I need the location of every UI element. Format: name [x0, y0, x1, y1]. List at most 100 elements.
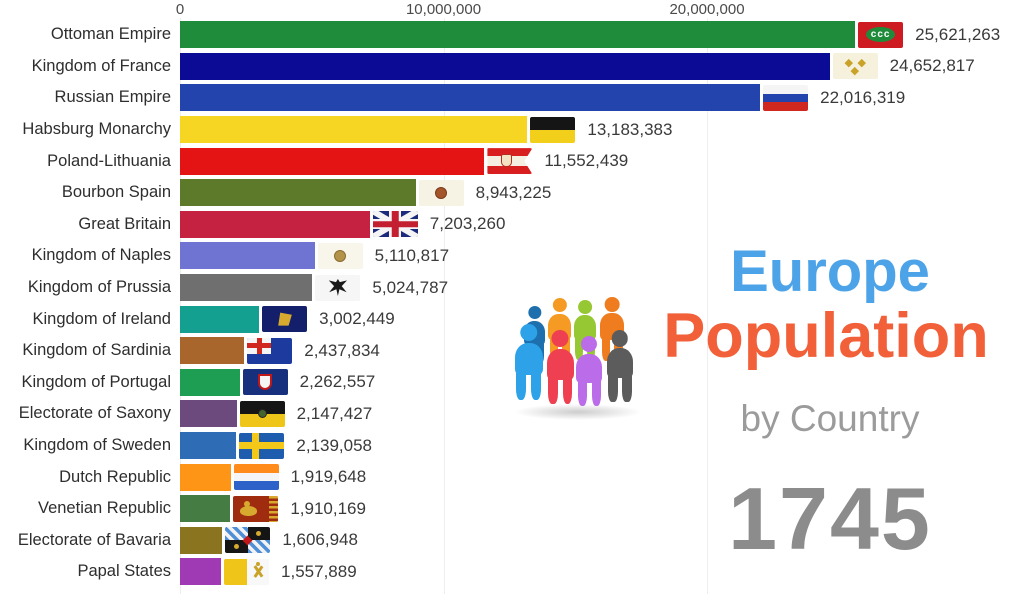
country-label: Poland-Lithuania — [47, 151, 171, 170]
bar-row: Kingdom of Sardinia 2,437,834 — [0, 335, 1024, 367]
bar-track: 13,183,383 — [180, 116, 1024, 144]
gold-harp-emblem — [278, 312, 292, 326]
flag-stripes — [530, 116, 576, 143]
tail-stripes — [269, 495, 279, 522]
value-label: 3,002,449 — [319, 309, 395, 329]
population-bar — [180, 52, 830, 80]
value-label: 2,147,427 — [296, 403, 373, 423]
country-label: Kingdom of France — [31, 56, 171, 75]
population-bar — [180, 337, 245, 365]
bar-row: Kingdom of Prussia 5,024,787 — [0, 272, 1024, 304]
flag-kingdom-of-prussia — [315, 274, 361, 301]
country-label: Kingdom of Naples — [31, 246, 171, 265]
country-label: Electorate of Saxony — [18, 404, 171, 423]
axis-gridline — [443, 18, 445, 594]
bar-track: 24,652,817 — [180, 52, 1024, 80]
country-label: Great Britain — [78, 214, 171, 233]
flag-stripe — [224, 558, 247, 585]
bar-track: 8,943,225 — [180, 179, 1024, 207]
flag-kingdom-of-france — [832, 53, 878, 80]
bar-row: Ottoman Empire ccc 25,621,263 — [0, 19, 1024, 51]
black-eagle-emblem — [328, 279, 348, 297]
flag-stripe — [233, 464, 279, 473]
bar-row: Russian Empire 22,016,319 — [0, 82, 1024, 114]
population-bar — [180, 147, 485, 175]
shield-emblem — [258, 374, 273, 391]
country-label: Kingdom of Sweden — [23, 436, 171, 455]
flag-dutch-republic — [233, 464, 279, 491]
population-bar — [180, 84, 761, 112]
axis-tick-label: 10,000,000 — [405, 1, 482, 18]
population-bar — [180, 368, 240, 396]
country-label: Papal States — [77, 562, 171, 581]
bar-track: ccc 25,621,263 — [180, 21, 1024, 49]
value-label: 22,016,319 — [820, 87, 906, 107]
bar-track: 11,552,439 — [180, 147, 1024, 175]
flag-russian-empire — [763, 84, 809, 111]
flag-stripes — [239, 400, 285, 427]
population-bar — [180, 210, 370, 238]
bar-row: Kingdom of Sweden 2,139,058 — [0, 430, 1024, 462]
lion-dot — [234, 544, 240, 550]
value-label: 24,652,817 — [889, 56, 975, 76]
flag-poland-lithuania — [487, 148, 533, 175]
bar-track: 1,919,648 — [180, 463, 1024, 491]
flag-stripe — [763, 84, 809, 94]
axis-tick-label: 20,000,000 — [669, 1, 745, 18]
flag-stripe — [233, 481, 279, 491]
bar-row: Great Britain 7,203,260 — [0, 209, 1024, 241]
bar-track: 5,024,787 — [180, 274, 1024, 302]
crancelin-crest — [257, 409, 267, 419]
population-bar — [180, 242, 315, 270]
flag-venetian-republic — [233, 495, 279, 522]
population-bar — [180, 400, 237, 428]
flag-stripe — [763, 102, 809, 111]
country-label: Kingdom of Prussia — [27, 278, 171, 297]
value-label: 8,943,225 — [475, 182, 552, 202]
flag-habsburg-monarchy — [530, 116, 576, 143]
bar-track: 2,262,557 — [180, 368, 1024, 396]
flag-kingdom-of-naples — [317, 242, 363, 269]
country-label: Russian Empire — [54, 88, 171, 107]
crescents-emblem: ccc — [866, 27, 896, 43]
flag-stripe — [763, 93, 809, 103]
country-label: Kingdom of Ireland — [32, 309, 171, 328]
bar-row: Kingdom of Portugal 2,262,557 — [0, 367, 1024, 399]
flag-stripe — [530, 129, 576, 143]
cross-horizontal — [239, 442, 285, 449]
population-bar — [180, 526, 223, 554]
value-label: 11,552,439 — [544, 151, 629, 171]
bar-track: 1,910,169 — [180, 495, 1024, 523]
bar-row: Kingdom of France 24,652,817 — [0, 51, 1024, 83]
flag-kingdom-of-sardinia — [247, 337, 293, 364]
flag-stripe — [530, 116, 576, 130]
bar-row: Kingdom of Ireland 3,002,449 — [0, 303, 1024, 335]
value-label: 1,557,889 — [281, 561, 357, 581]
flag-stripe — [487, 166, 533, 175]
bar-row: Electorate of Saxony 2,147,427 — [0, 398, 1024, 430]
flag-bourbon-spain — [418, 179, 464, 206]
population-bar — [180, 21, 856, 49]
country-label: Ottoman Empire — [50, 25, 171, 44]
crest-emblem — [334, 249, 347, 262]
country-label: Dutch Republic — [59, 467, 171, 486]
population-bar — [180, 558, 222, 586]
uj-cross-red-h — [372, 221, 418, 228]
bar-row: Poland-Lithuania 11,552,439 — [0, 145, 1024, 177]
flag-kingdom-of-ireland — [262, 306, 308, 333]
fleur-de-lis-mark — [850, 67, 859, 76]
country-label: Venetian Republic — [37, 499, 171, 518]
lion-head — [244, 500, 251, 507]
bar-track: 1,557,889 — [180, 558, 1024, 586]
flag-stripes — [763, 84, 809, 111]
value-label: 5,110,817 — [374, 245, 450, 265]
bar-track: 5,110,817 — [180, 242, 1024, 270]
value-label: 7,203,260 — [429, 214, 506, 234]
bar-track: 7,203,260 — [180, 210, 1024, 238]
quadrant-lozenges — [247, 540, 271, 554]
value-label: 5,024,787 — [372, 277, 449, 297]
value-label: 1,910,169 — [290, 498, 366, 518]
value-label: 2,437,834 — [304, 340, 380, 360]
bar-track: 3,002,449 — [180, 305, 1024, 333]
